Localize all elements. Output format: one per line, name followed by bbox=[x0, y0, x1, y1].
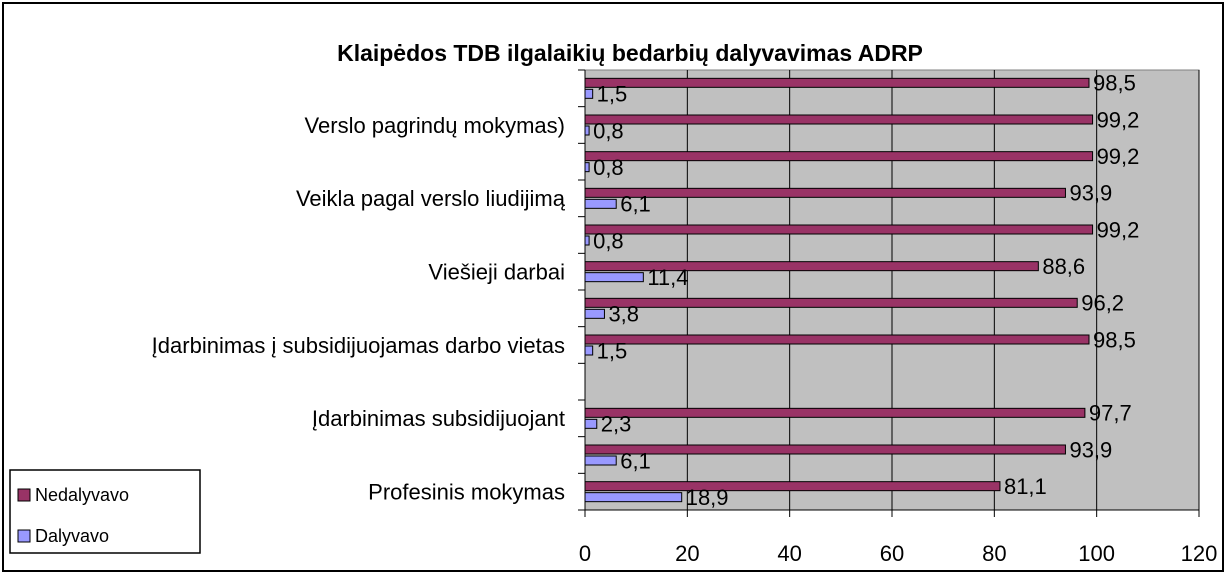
bar bbox=[584, 407, 1086, 418]
legend-label: Nedalyvavo bbox=[35, 485, 129, 505]
data-label: 97,7 bbox=[1089, 401, 1132, 426]
data-label: 0,8 bbox=[593, 118, 624, 143]
chart-title: Klaipėdos TDB ilgalaikių bedarbių dalyva… bbox=[337, 40, 923, 66]
bar bbox=[584, 125, 590, 136]
bar bbox=[584, 297, 1078, 308]
bar bbox=[584, 444, 1066, 455]
data-label: 1,5 bbox=[597, 82, 628, 107]
data-label: 2,3 bbox=[601, 412, 632, 437]
x-tick-label: 80 bbox=[982, 541, 1006, 566]
data-label: 98,5 bbox=[1093, 327, 1136, 352]
data-label: 81,1 bbox=[1004, 474, 1047, 499]
bar bbox=[584, 308, 605, 319]
category-label: Veikla pagal verslo liudijimą bbox=[296, 186, 566, 211]
bar bbox=[584, 334, 1090, 345]
data-label: 99,2 bbox=[1097, 217, 1140, 242]
data-label: 11,4 bbox=[647, 265, 688, 290]
bar bbox=[584, 198, 617, 209]
data-label: 6,1 bbox=[620, 448, 651, 473]
x-tick-label: 40 bbox=[777, 541, 801, 566]
bar bbox=[584, 345, 594, 356]
bar bbox=[584, 88, 594, 99]
data-label: 18,9 bbox=[686, 485, 729, 510]
legend bbox=[9, 469, 201, 554]
bar bbox=[584, 151, 1094, 162]
legend-label: Dalyvavo bbox=[35, 526, 109, 546]
data-label: 3,8 bbox=[608, 302, 639, 327]
bar bbox=[584, 272, 644, 283]
data-label: 93,9 bbox=[1069, 437, 1112, 462]
x-tick-label: 120 bbox=[1181, 541, 1218, 566]
x-tick-label: 100 bbox=[1078, 541, 1115, 566]
data-label: 6,1 bbox=[620, 192, 651, 217]
category-label: Profesinis mokymas bbox=[368, 479, 565, 504]
bar bbox=[584, 481, 1001, 492]
data-label: 0,8 bbox=[593, 228, 624, 253]
bar bbox=[584, 224, 1094, 235]
bar bbox=[584, 114, 1094, 125]
data-label: 93,9 bbox=[1069, 181, 1112, 206]
category-label: Viešieji darbai bbox=[428, 259, 565, 284]
bar bbox=[584, 235, 590, 246]
legend-swatch bbox=[17, 529, 31, 543]
x-tick-label: 0 bbox=[579, 541, 591, 566]
data-label: 96,2 bbox=[1081, 291, 1124, 316]
bar bbox=[584, 492, 683, 503]
bar bbox=[584, 187, 1066, 198]
legend-swatch bbox=[17, 488, 31, 502]
bar bbox=[584, 455, 617, 466]
category-label: Įdarbinimas į subsidijuojamas darbo viet… bbox=[152, 333, 565, 358]
data-label: 99,2 bbox=[1097, 107, 1140, 132]
x-tick-label: 60 bbox=[880, 541, 904, 566]
data-label: 0,8 bbox=[593, 155, 624, 180]
bar bbox=[584, 418, 598, 429]
bar bbox=[584, 77, 1090, 88]
data-label: 1,5 bbox=[597, 338, 628, 363]
x-tick-label: 20 bbox=[675, 541, 699, 566]
category-label: Įdarbinimas subsidijuojant bbox=[312, 406, 565, 431]
bar bbox=[584, 261, 1039, 272]
data-label: 98,5 bbox=[1093, 71, 1136, 96]
bar bbox=[584, 162, 590, 173]
data-label: 88,6 bbox=[1042, 254, 1085, 279]
category-label: Verslo pagrindų mokymas) bbox=[305, 113, 565, 138]
data-label: 99,2 bbox=[1097, 144, 1140, 169]
